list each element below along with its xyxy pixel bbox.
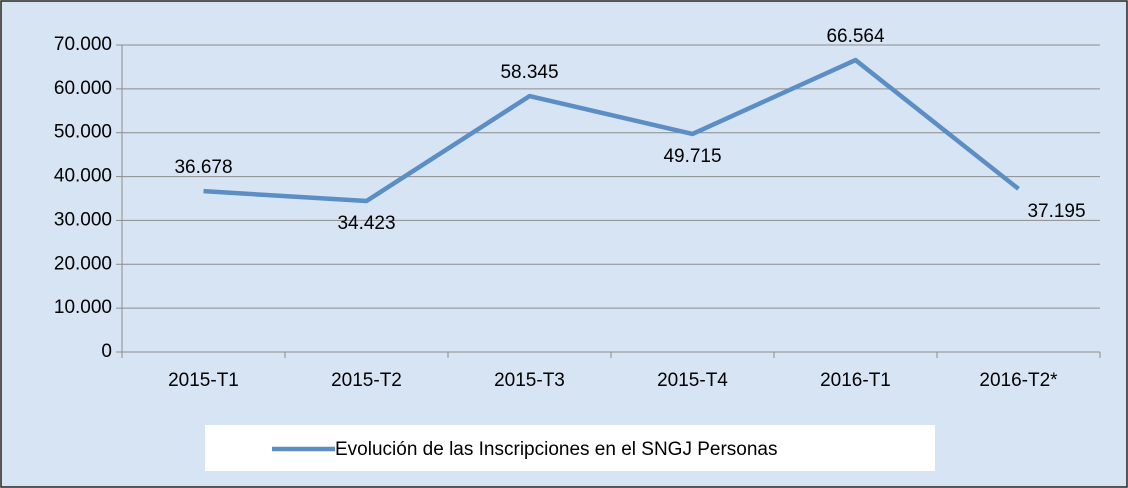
x-tick-label: 2016-T1 xyxy=(820,370,891,391)
y-tick-label: 10.000 xyxy=(54,297,112,318)
data-label: 36.678 xyxy=(174,157,232,178)
y-tick-label: 50.000 xyxy=(54,122,112,143)
data-label: 37.195 xyxy=(1027,201,1085,222)
y-tick-label: 20.000 xyxy=(54,253,112,274)
x-tick-label: 2015-T2 xyxy=(331,370,402,391)
y-tick-label: 70.000 xyxy=(54,34,112,55)
y-tick-label: 30.000 xyxy=(54,209,112,230)
y-tick-label: 0 xyxy=(101,341,112,362)
x-tick-label: 2015-T1 xyxy=(168,370,239,391)
y-tick-label: 60.000 xyxy=(54,78,112,99)
data-label: 49.715 xyxy=(663,146,721,167)
x-tick-label: 2015-T3 xyxy=(494,370,565,391)
legend-label: Evolución de las Inscripciones en el SNG… xyxy=(335,439,778,460)
line-series xyxy=(203,57,1020,204)
data-label: 58.345 xyxy=(500,62,558,83)
x-tick-label: 2016-T2* xyxy=(979,370,1058,391)
x-tick-label: 2015-T4 xyxy=(657,370,728,391)
y-tick-label: 40.000 xyxy=(54,166,112,187)
data-label: 66.564 xyxy=(826,26,885,47)
data-label: 34.423 xyxy=(337,213,395,234)
